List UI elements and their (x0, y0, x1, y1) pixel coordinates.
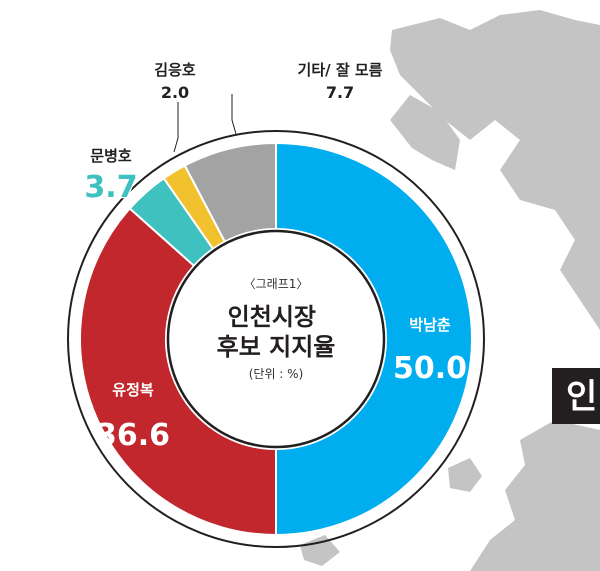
chart-title: 인천시장 후보 지지율 (217, 303, 336, 361)
map-landmass-top (390, 10, 600, 330)
slice-name-문병호: 문병호 (90, 147, 132, 165)
donut-slice-유정복 (79, 207, 277, 537)
title-banner (552, 368, 600, 424)
map-island-small (300, 535, 340, 566)
leader-line-김응호 (173, 102, 179, 153)
chart-title-line-2: 후보 지지율 (217, 333, 336, 361)
slice-value-유정복: 36.6 (96, 418, 170, 453)
map-island-mid (492, 88, 548, 132)
slice-value-기타-잘-모름: 7.7 (326, 83, 354, 102)
donut-outer-ring (67, 130, 485, 548)
slice-value-박남춘: 50.0 (393, 351, 467, 386)
donut-slice-기타-잘-모름 (183, 141, 277, 243)
chart-title-line-1: 인천시장 (228, 303, 316, 331)
donut-inner-circle (166, 229, 386, 449)
background-map (300, 10, 600, 571)
map-island-bottom (448, 458, 482, 492)
slice-labels: 박남춘 50.0 유정복 36.6 문병호 3.7 김응호 2.0 기타/ 잘 모름 7.7 (83, 61, 467, 453)
donut-slice-박남춘 (275, 141, 473, 537)
map-landmass-bottom (470, 420, 600, 571)
slice-name-기타-잘-모름: 기타/ 잘 모름 (298, 61, 383, 79)
slice-value-문병호: 3.7 (84, 170, 137, 205)
map-island-left (390, 95, 460, 170)
leader-line-기타 (231, 94, 237, 135)
slice-name-유정복: 유정복 (112, 381, 154, 399)
donut-slices (79, 141, 473, 537)
slice-value-김응호: 2.0 (161, 83, 189, 102)
chart-caption: 〈그래프1〉 (244, 277, 309, 291)
slice-name-김응호: 김응호 (154, 61, 196, 79)
slice-name-박남춘: 박남춘 (409, 316, 451, 334)
chart-subtitle: (단위 : %) (249, 367, 304, 381)
title-banner-text: 인 (566, 377, 597, 417)
